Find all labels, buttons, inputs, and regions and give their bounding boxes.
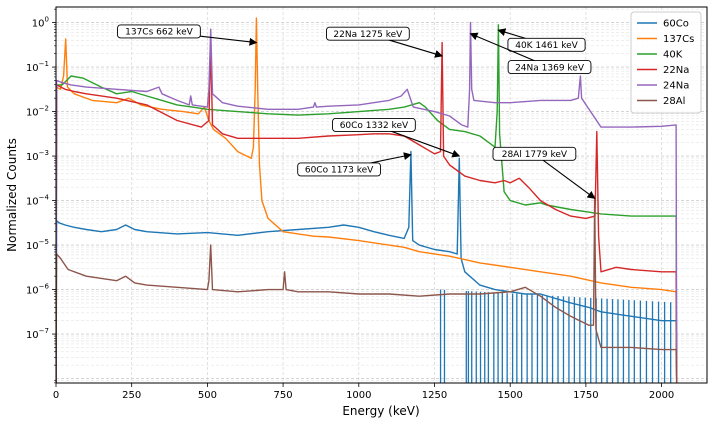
y-tick-label: 10−3 [26, 149, 49, 163]
annotation: 40K 1461 keV [497, 28, 586, 52]
legend-label: 24Na [663, 81, 689, 92]
annotation-label: 28Al 1779 keV [502, 150, 568, 160]
x-tick-label: 1500 [497, 390, 522, 401]
y-tick-label: 10−5 [26, 238, 49, 252]
annotation: 137Cs 662 keV [117, 24, 258, 46]
legend-item-28Al: 28Al [637, 96, 685, 107]
annotation-box [332, 117, 416, 132]
legend: 60Co 137Cs 40K 22Na 24Na 28Al [630, 11, 702, 114]
x-tick-label: 2000 [649, 390, 674, 401]
annotation: 24Na 1369 keV [469, 32, 592, 75]
annotation-box [492, 146, 577, 161]
y-tick-label: 10−7 [26, 327, 49, 341]
y-tick-label: 100 [32, 16, 49, 30]
x-tick-label: 250 [122, 390, 141, 401]
annotation-label: 137Cs 662 keV [125, 28, 193, 38]
annotation: 22Na 1275 keV [326, 26, 444, 58]
plot-frame [55, 6, 708, 384]
legend-item-60Co: 60Co [637, 19, 689, 30]
annotation-label: 24Na 1369 keV [515, 63, 585, 73]
y-axis-label: Normalized Counts [5, 138, 19, 252]
y-tick-label: 10−1 [26, 60, 49, 74]
x-tick-label: 1000 [346, 390, 371, 401]
series-line-28Al [56, 195, 678, 383]
x-tick-label: 1250 [422, 390, 447, 401]
annotation-box [507, 60, 592, 75]
annotation-label: 22Na 1275 keV [333, 30, 403, 40]
series-22Na [56, 41, 678, 383]
legend-item-22Na: 22Na [637, 65, 689, 76]
series-40K [56, 24, 678, 383]
x-tick-label: 750 [274, 390, 293, 401]
legend-item-40K: 40K [637, 50, 683, 61]
x-tick-label: 0 [53, 390, 59, 401]
annotation-label: 60Co 1332 keV [340, 121, 409, 131]
series-60Co [56, 150, 678, 383]
legend-label: 60Co [663, 19, 689, 30]
legend-box [630, 11, 702, 114]
annotation-label: 40K 1461 keV [515, 41, 578, 51]
series-line-22Na [56, 41, 678, 383]
annotation-box [326, 26, 410, 41]
series-28Al [56, 195, 678, 383]
annotation-box [117, 24, 201, 39]
annotation-box [507, 37, 586, 52]
legend-label: 40K [663, 50, 683, 61]
series-lines [56, 17, 678, 383]
annotation: 60Co 1332 keV [332, 117, 461, 158]
series-137Cs [56, 17, 678, 383]
annotation-label: 60Co 1173 keV [305, 166, 374, 176]
x-axis-label: Energy (keV) [342, 404, 419, 418]
legend-label: 137Cs [663, 34, 694, 45]
legend-item-24Na: 24Na [637, 81, 689, 92]
series-line-137Cs [56, 17, 678, 383]
legend-label: 28Al [663, 96, 685, 107]
annotations: 137Cs 662 keV 22Na 1275 keV 40K 1461 keV 24… [117, 24, 596, 199]
annotation: 28Al 1779 keV [492, 146, 596, 199]
y-tick-label: 10−6 [26, 283, 50, 297]
x-tick-label: 1750 [573, 390, 598, 401]
x-tick-label: 500 [198, 390, 217, 401]
series-line-24Na [56, 21, 678, 383]
annotation-box [297, 162, 381, 177]
legend-item-137Cs: 137Cs [637, 34, 694, 45]
y-tick-label: 10−2 [26, 105, 49, 119]
legend-label: 22Na [663, 65, 689, 76]
axis-ticks: 0 250 500 750 1000 1250 1500 1750 2000 10−7 10−6 10… [26, 8, 674, 401]
series-24Na [56, 21, 678, 383]
annotation: 60Co 1173 keV [297, 152, 412, 177]
series-line-40K [56, 24, 678, 383]
y-tick-label: 10−4 [26, 194, 50, 208]
annotation-arrow [534, 153, 596, 199]
